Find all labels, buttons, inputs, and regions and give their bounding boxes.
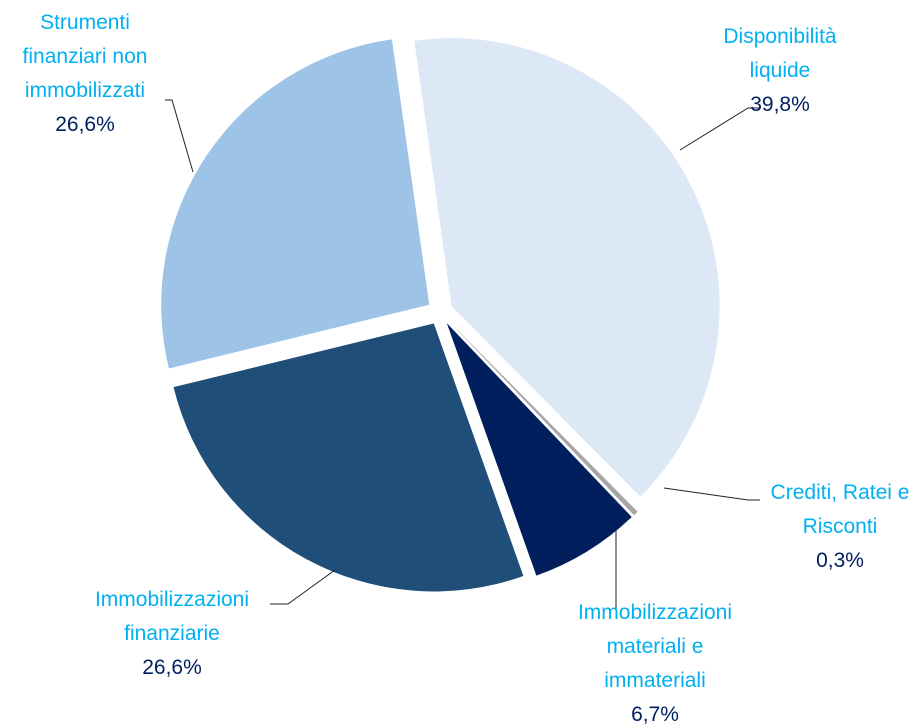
category-name: Disponibilità liquide [723, 25, 837, 82]
pie-slice [414, 38, 720, 497]
slice-label: Disponibilità liquide 39,8% [715, 20, 845, 122]
slice-label: Immobilizzazioni materiali e immateriali… [570, 596, 740, 726]
leader-line [165, 99, 194, 173]
pie-slice [173, 323, 524, 592]
slice-label: Strumenti finanziari non immobilizzati 26… [15, 6, 155, 142]
leader-line [663, 487, 760, 501]
leader-line [270, 569, 336, 605]
pie-slice [446, 323, 632, 576]
pie-slice [449, 321, 638, 516]
category-name: Crediti, Ratei e Risconti [770, 481, 910, 538]
slice-label: Crediti, Ratei e Risconti 0,3% [760, 476, 920, 578]
category-name: Immobilizzazioni materiali e immateriali [577, 601, 733, 692]
leader-line [679, 107, 760, 151]
value-label: 26,6% [55, 113, 115, 136]
category-name: Strumenti finanziari non immobilizzati [22, 11, 148, 102]
slice-label: Immobilizzazioni finanziarie 26,6% [87, 583, 257, 685]
value-label: 26,6% [142, 656, 202, 679]
pie-slice [161, 39, 430, 369]
value-label: 6,7% [631, 703, 679, 726]
value-label: 0,3% [816, 549, 864, 572]
value-label: 39,8% [750, 93, 810, 116]
category-name: Immobilizzazioni finanziarie [94, 588, 250, 645]
